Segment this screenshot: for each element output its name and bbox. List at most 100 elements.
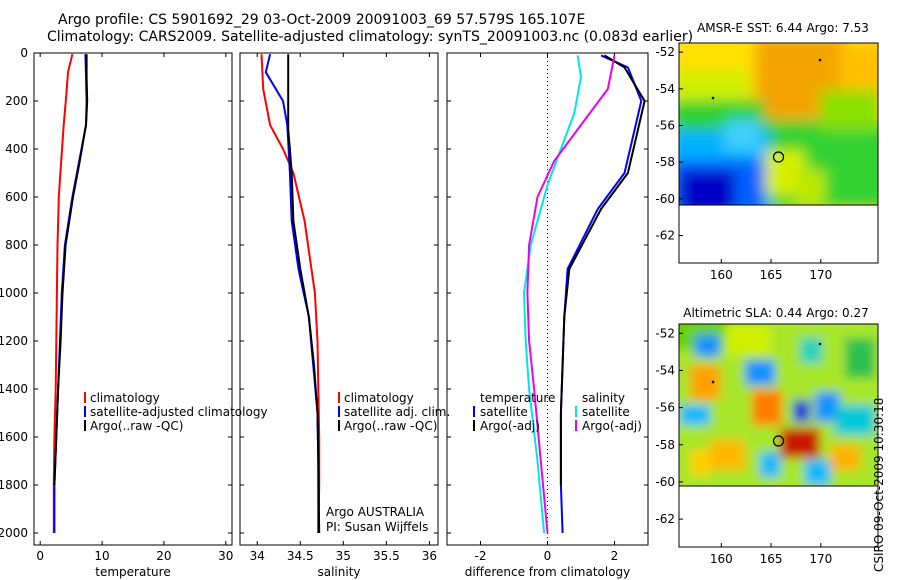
sla-speck-1 xyxy=(818,342,822,346)
argo-institution-label: Argo AUSTRALIA xyxy=(326,505,425,519)
depth-tick-label: 1800 xyxy=(0,478,28,492)
argo-pi-label: PI: Susan Wijffels xyxy=(326,520,428,534)
salinity-xtick-label: 34 xyxy=(250,549,265,563)
difference-legend: temperature satellite Argo(-adj) salinit… xyxy=(473,391,642,433)
sla-map-panel: Altimetric SLA: 0.44 Argo: 0.27 xyxy=(655,306,879,566)
salinity-xtick-label: 34.5 xyxy=(287,549,314,563)
sst-map-title: AMSR-E SST: 6.44 Argo: 7.53 xyxy=(697,21,869,35)
salinity-frame xyxy=(239,52,439,546)
map-xtick-label: 160 xyxy=(710,268,733,282)
legend-label-satellite: satellite-adjusted climatology xyxy=(90,405,268,419)
map-ytick-label: -52 xyxy=(655,326,675,340)
legend-swatch-satellite-2 xyxy=(338,406,340,417)
salinity-xlabel: salinity xyxy=(317,565,360,579)
temperature-xtick-label: 10 xyxy=(94,549,109,563)
legend-swatch-climatology-2 xyxy=(338,392,340,403)
salinity-series-line xyxy=(287,54,321,534)
map-xtick-label: 170 xyxy=(809,268,832,282)
sst-speck-1 xyxy=(818,58,822,62)
map-ytick-label: -62 xyxy=(655,229,675,243)
temperature-frame xyxy=(33,52,233,546)
salinity-series-line xyxy=(260,54,321,534)
depth-tick-label: 400 xyxy=(5,142,28,156)
temperature-series-line xyxy=(52,53,74,533)
salinity-panel: 34 34.5 35 35.5 36 salinity xyxy=(239,52,439,579)
legend-swatch-salt-satellite xyxy=(575,406,577,417)
legend-swatch-temp-satellite xyxy=(473,406,475,417)
legend-label-temp-argo: Argo(-adj) xyxy=(480,419,540,433)
figure-title-line2: Climatology: CARS2009. Satellite-adjuste… xyxy=(47,29,694,45)
salinity-xtick-label: 35.5 xyxy=(373,549,400,563)
legend-swatch-argo-2 xyxy=(338,420,340,431)
map-ytick-label: -58 xyxy=(655,438,675,452)
salinity-xtick-label: 35 xyxy=(336,549,351,563)
sst-heatmap xyxy=(679,43,878,205)
legend-swatch-climatology xyxy=(84,392,86,403)
difference-series-line xyxy=(523,55,582,534)
difference-xtick-label: -2 xyxy=(475,549,487,563)
sla-map-title: Altimetric SLA: 0.44 Argo: 0.27 xyxy=(683,306,868,320)
legend-label-climatology: climatology xyxy=(90,391,160,405)
depth-tick-label: 1600 xyxy=(0,430,28,444)
map-ytick-label: -54 xyxy=(655,363,675,377)
depth-tick-label: 600 xyxy=(5,190,28,204)
legend-label-argo: Argo(..raw -QC) xyxy=(90,419,183,433)
difference-xtick-label: 0 xyxy=(544,549,552,563)
temperature-xtick-label: 20 xyxy=(156,549,171,563)
map-ytick-label: -60 xyxy=(655,475,675,489)
salinity-legend: climatology satellite adj. clim. Argo(..… xyxy=(326,391,450,534)
difference-xtick-label: 2 xyxy=(611,549,619,563)
map-xtick-label: 160 xyxy=(710,552,733,566)
depth-tick-label: 2000 xyxy=(0,526,28,540)
map-ytick-label: -62 xyxy=(655,512,675,526)
depth-tick-label: 200 xyxy=(5,94,28,108)
salinity-xtick-label: 36 xyxy=(422,549,437,563)
map-ytick-label: -54 xyxy=(655,82,675,96)
map-frame xyxy=(678,42,879,264)
temperature-legend: climatology satellite-adjusted climatolo… xyxy=(84,391,268,433)
depth-tick-label: 0 xyxy=(20,46,28,60)
map-ytick-label: -60 xyxy=(655,192,675,206)
sla-map-ticks: -52 -54 -56 -58 -60 -62 160 165 170 xyxy=(655,323,879,566)
map-xtick-label: 165 xyxy=(760,268,783,282)
legend-swatch-argo xyxy=(84,420,86,431)
map-ytick-label: -56 xyxy=(655,119,675,133)
legend-title-temperature: temperature xyxy=(480,391,555,405)
sla-heatmap xyxy=(679,324,878,486)
legend-swatch-salt-argo xyxy=(575,420,577,431)
depth-tick-label: 1200 xyxy=(0,334,28,348)
depth-tick-label: 1400 xyxy=(0,382,28,396)
map-xtick-label: 165 xyxy=(760,552,783,566)
map-frame xyxy=(678,323,879,548)
timestamp-stamp: CSIRO 09-Oct-2009 10:30:18 xyxy=(872,397,886,572)
depth-tick-label: 800 xyxy=(5,238,28,252)
legend-label-argo-2: Argo(..raw -QC) xyxy=(344,419,437,433)
difference-frame xyxy=(446,52,649,546)
legend-swatch-temp-argo xyxy=(473,420,475,431)
difference-series-line xyxy=(526,55,616,534)
legend-label-temp-satellite: satellite xyxy=(480,405,528,419)
sst-map-panel: AMSR-E SST: 6.44 Argo: 7.53 xyxy=(655,21,879,282)
legend-label-satellite-2: satellite adj. clim. xyxy=(344,405,450,419)
sla-speck-2 xyxy=(711,380,715,384)
difference-series-line xyxy=(559,54,646,485)
temperature-xtick-label: 0 xyxy=(36,549,44,563)
legend-label-salt-satellite: satellite xyxy=(582,405,630,419)
difference-xlabel: difference from climatology xyxy=(465,565,631,579)
legend-label-climatology-2: climatology xyxy=(344,391,414,405)
sst-argo-marker xyxy=(772,151,785,163)
map-xtick-label: 170 xyxy=(809,552,832,566)
map-ytick-label: -56 xyxy=(655,401,675,415)
salinity-series-line xyxy=(264,53,320,533)
map-ytick-label: -52 xyxy=(655,45,675,59)
legend-swatch-satellite xyxy=(84,406,86,417)
temperature-panel: 0 200 400 600 800 1000 1200 1400 1600 1800 2000 0 10… xyxy=(0,46,233,579)
legend-title-salinity: salinity xyxy=(582,391,625,405)
sst-speck-2 xyxy=(711,96,715,100)
temperature-series-line xyxy=(53,54,88,533)
difference-series-line xyxy=(559,54,643,534)
legend-label-salt-argo: Argo(-adj) xyxy=(582,419,642,433)
temperature-xtick-label: 30 xyxy=(218,549,233,563)
sst-map-ticks: -52 -54 -56 -58 -60 -62 160 165 170 xyxy=(655,42,879,282)
